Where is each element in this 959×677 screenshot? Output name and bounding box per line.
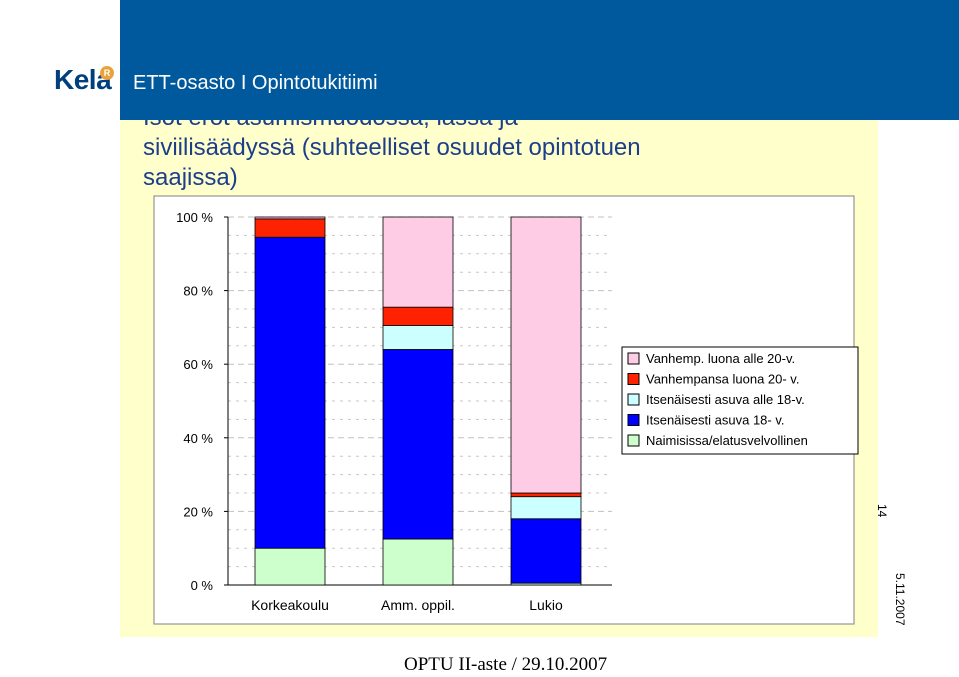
y-tick-label: 60 % bbox=[183, 357, 213, 372]
header-title: ETT-osasto I Opintotukitiimi bbox=[133, 72, 378, 94]
bar-segment: Vanhempansa luona 20- v. bbox=[510, 492, 582, 498]
legend-box bbox=[621, 346, 859, 455]
bar-segment: Vanhemp. luona alle 20-v. bbox=[510, 216, 582, 494]
bar-segment: Vanhempansa luona 20- v. bbox=[254, 218, 326, 238]
y-tick-label: 80 % bbox=[183, 284, 213, 299]
page-number: 14 bbox=[875, 504, 889, 518]
legend-entry: Itsenäisesti asuva alle 18-v. bbox=[646, 392, 805, 407]
y-tick-label: 100 % bbox=[176, 210, 213, 225]
bar-segment: Naimisissa/elatusvelvollinen bbox=[254, 547, 326, 586]
logo-area bbox=[0, 0, 120, 120]
bars: Naimisissa/elatusvelvollinenItsenäisesti… bbox=[254, 216, 582, 586]
kela-logo-mark-icon: R bbox=[100, 66, 114, 80]
legend-swatch bbox=[627, 373, 640, 385]
bar-segment: Vanhemp. luona alle 20-v. bbox=[254, 216, 326, 220]
bar-segment: Naimisissa/elatusvelvollinen bbox=[382, 538, 454, 586]
x-tick-label: Korkeakoulu bbox=[251, 597, 329, 613]
bar-segment: Itsenäisesti asuva 18- v. bbox=[510, 518, 582, 584]
footer-text: OPTU II-aste / 29.10.2007 bbox=[404, 654, 608, 675]
legend-swatch bbox=[627, 414, 640, 426]
x-tick-label: Lukio bbox=[529, 597, 563, 613]
slide-date: 5.11.2007 bbox=[893, 573, 907, 626]
bar-segment: Itsenäisesti asuva alle 18-v. bbox=[510, 496, 582, 520]
legend-entry: Vanhemp. luona alle 20-v. bbox=[646, 351, 795, 366]
slide-title-line-2: siviilisäädyssä (suhteelliset osuudet op… bbox=[143, 134, 641, 161]
bar-segment: Itsenäisesti asuva 18- v. bbox=[254, 236, 326, 549]
legend-swatch bbox=[627, 393, 640, 406]
bar-segment: Itsenäisesti asuva alle 18-v. bbox=[382, 325, 454, 350]
y-axis: 0 % 20 % 40 % 60 % 80 % 100 % bbox=[176, 210, 612, 593]
bar-segment: Vanhempansa luona 20- v. bbox=[382, 306, 454, 326]
y-tick-label: 40 % bbox=[183, 431, 213, 446]
legend-entry: Vanhempansa luona 20- v. bbox=[646, 372, 799, 387]
legend: Vanhemp. luona alle 20-v. Vanhempansa luo… bbox=[621, 346, 859, 455]
y-tick-label: 20 % bbox=[183, 504, 213, 519]
header-band bbox=[120, 0, 959, 120]
legend-swatch bbox=[627, 434, 640, 447]
legend-entry: Naimisissa/elatusvelvollinen bbox=[646, 433, 808, 448]
bar-segment: Itsenäisesti asuva 18- v. bbox=[382, 349, 454, 540]
legend-swatch bbox=[627, 352, 640, 365]
legend-entry: Itsenäisesti asuva 18- v. bbox=[646, 413, 785, 428]
bar-segment: Vanhemp. luona alle 20-v. bbox=[382, 216, 454, 308]
x-axis: Korkeakoulu Amm. oppil. Lukio bbox=[251, 597, 563, 613]
x-tick-label: Amm. oppil. bbox=[381, 597, 455, 613]
slide-title-line-3: saajissa) bbox=[143, 164, 238, 191]
y-tick-label: 0 % bbox=[191, 578, 214, 593]
